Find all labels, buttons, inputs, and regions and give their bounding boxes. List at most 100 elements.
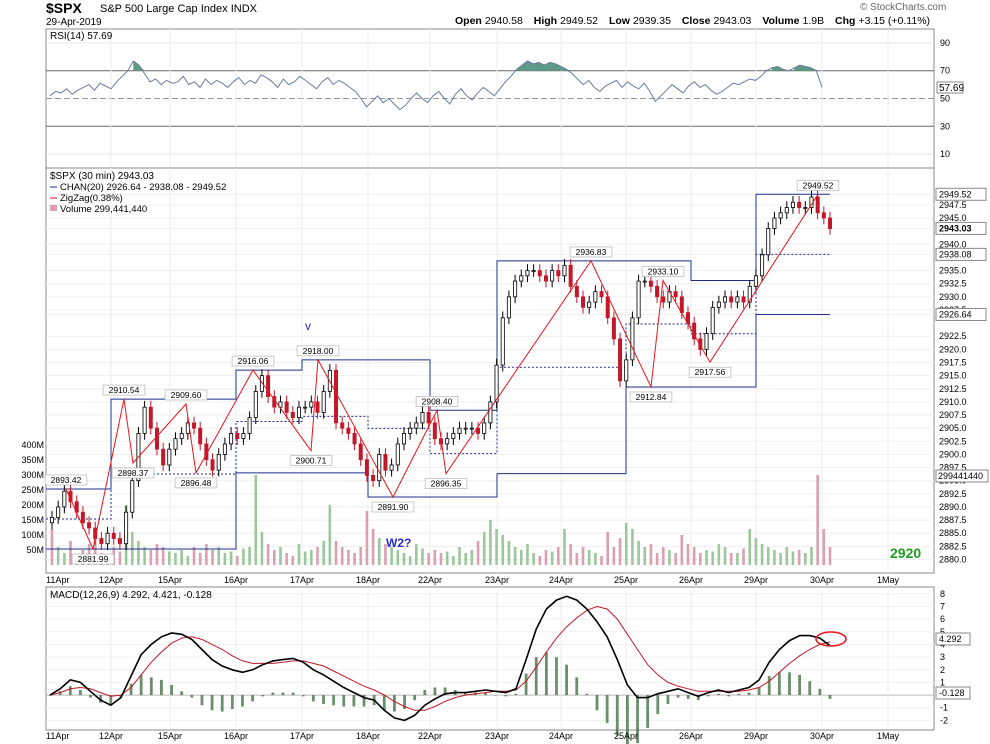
volume-bar: [705, 550, 708, 565]
price-tick: 2885.0: [939, 528, 967, 538]
zigzag-label: 2936.83: [576, 247, 607, 257]
volume-bar: [563, 529, 566, 565]
histogram-bar: [585, 693, 589, 696]
volume-bar: [594, 553, 597, 565]
candle-body: [710, 306, 715, 335]
volume-bar: [371, 529, 375, 565]
volume-bar: [266, 544, 270, 565]
histogram-bar: [676, 695, 680, 698]
x-tick-label: 1May: [877, 731, 900, 741]
volume-bar: [316, 547, 319, 565]
zigzag-label: 2893.42: [51, 475, 82, 485]
zigzag-label: 2891.90: [378, 502, 409, 512]
volume-bar: [365, 511, 369, 565]
histogram-bar: [413, 695, 417, 701]
hist-current-value: -0.128: [939, 688, 965, 698]
volume-bar: [291, 556, 295, 565]
volume-bar: [69, 541, 72, 565]
candle-body: [420, 411, 425, 424]
candle-body: [735, 296, 740, 303]
volume-bar: [513, 547, 517, 565]
candle-body: [803, 207, 808, 209]
price-tick: 2932.5: [939, 279, 967, 289]
price-tick: 2897.5: [939, 463, 967, 473]
volume-bar: [439, 553, 443, 565]
candle-body: [593, 291, 598, 303]
histogram-bar: [636, 695, 639, 744]
histogram-bar: [626, 695, 629, 744]
x-tick-label: 25Apr: [614, 731, 638, 741]
macd-title: MACD(12,26,9) 4.292, 4.421, -0.128: [50, 590, 212, 601]
price-tick: 2887.5: [939, 515, 967, 525]
volume-bar: [359, 547, 363, 565]
histogram-bar: [261, 695, 265, 697]
price-tick: 2902.5: [939, 436, 967, 446]
price-tick: 2905.0: [939, 423, 967, 433]
histogram-bar: [78, 690, 82, 696]
histogram-bar: [747, 692, 751, 696]
macd-current-value: 4.292: [939, 634, 962, 644]
x-tick-label: 23Apr: [485, 731, 509, 741]
copyright: © StockCharts.com: [860, 2, 947, 13]
candle-body: [395, 443, 400, 466]
histogram-bar: [423, 690, 427, 696]
histogram-bar: [727, 695, 731, 697]
histogram-bar: [322, 695, 325, 704]
volume-bar: [328, 505, 332, 565]
macd-tick: 8: [940, 589, 945, 599]
volume-bar: [661, 547, 665, 565]
histogram-bar: [291, 692, 295, 696]
volume-bar: [143, 547, 146, 565]
candle-body: [284, 401, 289, 413]
volume-bar: [810, 547, 813, 565]
candle-body: [451, 433, 456, 440]
volume-value-box: [935, 469, 989, 483]
histogram-bar: [403, 695, 406, 710]
candle-body: [179, 433, 184, 440]
price-tick: 2912.5: [939, 384, 967, 394]
candle-body: [753, 275, 758, 287]
candle-body: [605, 296, 610, 319]
histogram-bar: [170, 684, 173, 696]
candle-body: [531, 270, 536, 272]
price-value-box: [935, 221, 987, 235]
legend-volume-swatch: [50, 205, 57, 211]
x-tick-label: 17Apr: [290, 575, 314, 585]
price-tick: 2947.5: [939, 200, 967, 210]
histogram-bar: [575, 677, 579, 696]
candle-body: [661, 296, 666, 303]
candle-body: [537, 270, 542, 277]
histogram-bar: [200, 695, 204, 706]
volume-bar: [692, 547, 696, 565]
volume-bar: [668, 550, 671, 565]
candle-body: [673, 291, 678, 298]
volume-bar: [748, 529, 752, 565]
volume-bar: [272, 550, 276, 565]
candle-body: [463, 427, 468, 430]
price-tick: 2910.0: [939, 397, 967, 407]
rsi-value-box: [936, 81, 964, 94]
histogram-bar: [160, 679, 163, 696]
zigzag-label-box: [44, 474, 88, 486]
macd-tick: 3: [940, 652, 945, 662]
histogram-bar: [58, 691, 62, 696]
volume-bar: [760, 544, 764, 565]
volume-bar: [470, 550, 474, 565]
candle-body: [432, 422, 437, 440]
histogram-bar: [737, 693, 741, 696]
zigzag-line: [65, 194, 819, 551]
open-label: Open: [455, 15, 482, 27]
volume-tick: 150M: [21, 515, 44, 525]
volume-bar: [699, 553, 702, 565]
wave-w2-annotation: W2?: [386, 536, 411, 550]
candle-body: [296, 406, 301, 419]
histogram-bar: [565, 664, 569, 696]
price-tick: 2938.08: [939, 249, 972, 259]
volume-bar: [507, 541, 511, 565]
zigzag-label: 2881.99: [78, 554, 109, 564]
candle-body: [383, 454, 388, 471]
histogram-bar: [524, 673, 528, 696]
macd-panel: 876543210-1-24.292-0.128 MACD(12,26,9) 4…: [45, 586, 971, 744]
volume-bar: [785, 547, 789, 565]
volume-tick: 300M: [21, 470, 44, 480]
